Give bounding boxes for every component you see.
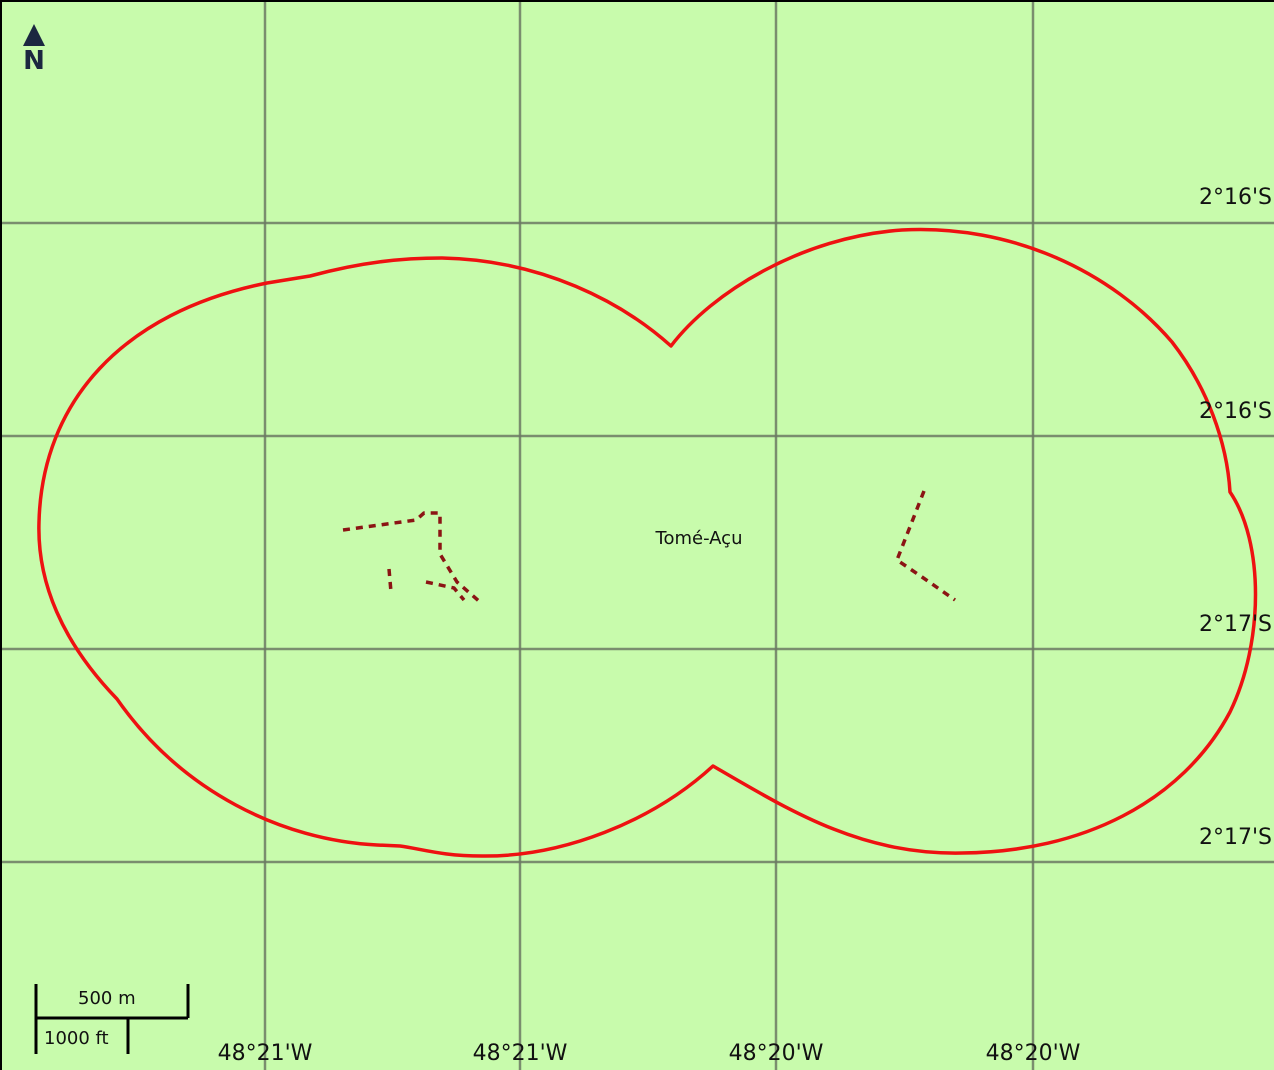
north-arrow-icon: N (20, 22, 48, 76)
road-traces (342, 490, 957, 604)
longitude-label: 48°21'W (217, 1041, 313, 1066)
latitude-label: 2°16'S (1198, 399, 1272, 424)
latitude-label: 2°16'S (1198, 185, 1272, 210)
scale-bar-lines (34, 984, 190, 1054)
city-boundary[interactable] (37, 227, 1258, 858)
scale-bar-imperial-label: 1000 ft (44, 1028, 109, 1049)
longitude-label: 48°20'W (728, 1041, 824, 1066)
north-arrow-triangle (23, 24, 45, 46)
scale-bar-metric-label: 500 m (78, 988, 136, 1009)
road-segment (387, 568, 393, 593)
longitude-label: 48°20'W (985, 1041, 1081, 1066)
longitude-label: 48°21'W (472, 1041, 568, 1066)
north-label: N (23, 46, 45, 76)
road-segment (425, 580, 466, 602)
latitude-label: 2°17'S (1198, 825, 1272, 850)
road-segment (342, 511, 482, 604)
latitude-label: 2°17'S (1198, 612, 1272, 637)
road-segment (895, 490, 957, 602)
place-label-tome-acu[interactable]: Tomé-Açu (655, 528, 743, 549)
